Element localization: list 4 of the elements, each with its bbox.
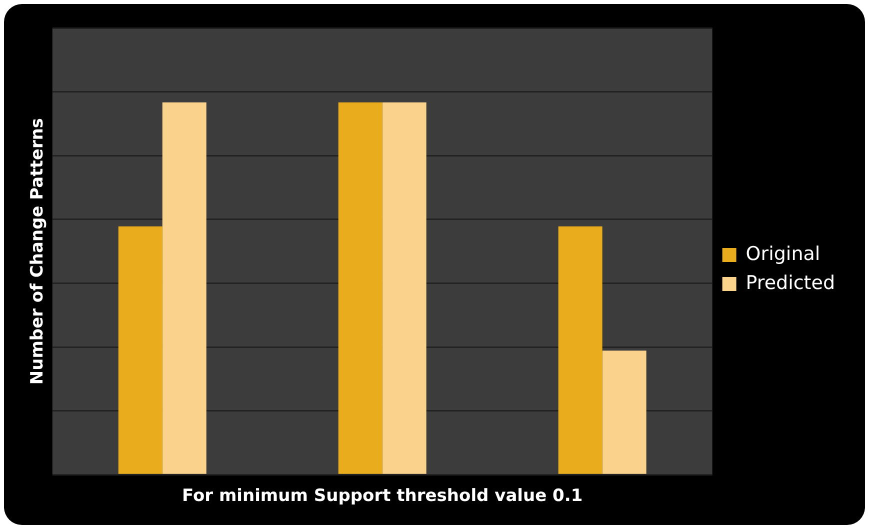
x-axis-title: For minimum Support threshold value 0.1: [182, 486, 583, 506]
legend-label: Original: [746, 242, 820, 265]
legend-label: Predicted: [746, 272, 836, 294]
y-axis-title: Number of Change Patterns: [28, 118, 48, 385]
